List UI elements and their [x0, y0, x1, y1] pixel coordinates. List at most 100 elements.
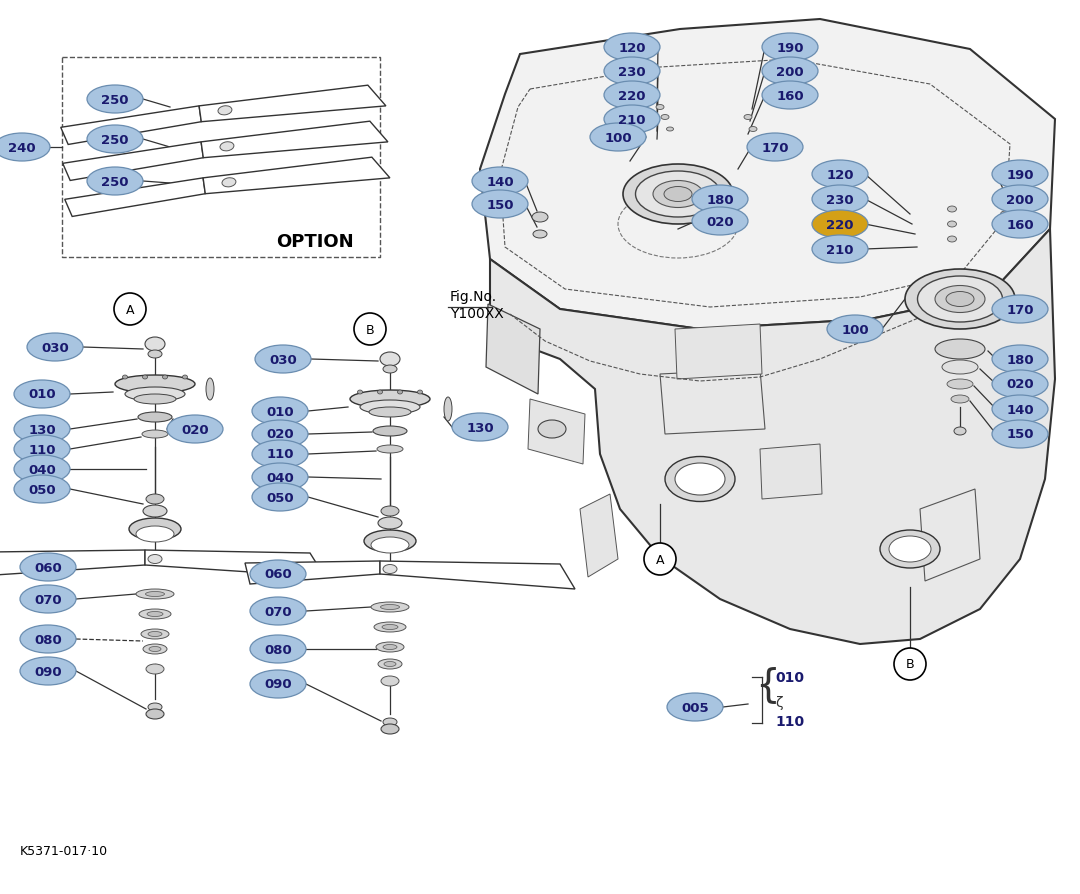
Ellipse shape — [947, 380, 973, 390]
Ellipse shape — [1000, 224, 1010, 231]
Ellipse shape — [252, 398, 308, 426]
Ellipse shape — [14, 381, 70, 409]
Ellipse shape — [249, 670, 306, 698]
Text: 040: 040 — [266, 471, 294, 484]
Polygon shape — [199, 86, 386, 122]
Polygon shape — [480, 20, 1055, 330]
Ellipse shape — [762, 82, 818, 110]
Ellipse shape — [381, 506, 399, 517]
Text: 030: 030 — [269, 353, 297, 366]
Text: 130: 130 — [467, 421, 494, 434]
Text: 230: 230 — [618, 65, 646, 79]
Text: 170: 170 — [761, 141, 788, 155]
Ellipse shape — [947, 222, 957, 228]
Text: 060: 060 — [265, 568, 292, 581]
Ellipse shape — [827, 316, 883, 343]
Ellipse shape — [947, 207, 957, 213]
Ellipse shape — [141, 431, 168, 439]
Text: 100: 100 — [604, 131, 632, 144]
Ellipse shape — [148, 704, 162, 712]
Polygon shape — [490, 230, 1055, 645]
Text: 110: 110 — [267, 448, 294, 461]
Ellipse shape — [750, 127, 757, 132]
Ellipse shape — [905, 270, 1015, 330]
Text: 240: 240 — [9, 141, 36, 155]
Ellipse shape — [812, 211, 868, 239]
Polygon shape — [380, 561, 575, 589]
Text: 110: 110 — [28, 443, 56, 456]
Polygon shape — [760, 444, 822, 500]
Text: 220: 220 — [826, 218, 854, 232]
Ellipse shape — [993, 395, 1048, 424]
Text: 180: 180 — [1007, 353, 1034, 366]
Ellipse shape — [378, 391, 382, 394]
Ellipse shape — [21, 553, 76, 581]
Ellipse shape — [360, 401, 420, 415]
Ellipse shape — [122, 375, 127, 380]
Ellipse shape — [380, 352, 400, 367]
Text: K5371-017·10: K5371-017·10 — [21, 845, 108, 857]
Text: 010: 010 — [775, 670, 804, 684]
Ellipse shape — [762, 58, 818, 86]
Ellipse shape — [372, 537, 409, 553]
Ellipse shape — [376, 642, 404, 653]
Polygon shape — [201, 122, 388, 158]
Ellipse shape — [397, 391, 403, 394]
Ellipse shape — [21, 625, 76, 654]
Ellipse shape — [255, 346, 311, 374]
Ellipse shape — [87, 126, 143, 154]
Text: 250: 250 — [102, 175, 129, 189]
Ellipse shape — [993, 161, 1048, 189]
Text: 060: 060 — [35, 561, 62, 574]
Ellipse shape — [14, 435, 70, 463]
Ellipse shape — [812, 186, 868, 214]
Ellipse shape — [692, 186, 748, 214]
Ellipse shape — [951, 395, 969, 403]
Ellipse shape — [146, 664, 164, 674]
Ellipse shape — [249, 597, 306, 625]
Ellipse shape — [220, 142, 234, 152]
Text: OPTION: OPTION — [276, 232, 354, 250]
Ellipse shape — [129, 519, 181, 540]
Ellipse shape — [145, 338, 165, 351]
Ellipse shape — [692, 207, 748, 236]
Ellipse shape — [918, 276, 1002, 323]
Ellipse shape — [993, 371, 1048, 399]
Ellipse shape — [762, 34, 818, 62]
Text: 030: 030 — [41, 342, 69, 354]
Ellipse shape — [252, 463, 308, 492]
Ellipse shape — [381, 724, 399, 734]
Polygon shape — [580, 494, 618, 578]
Ellipse shape — [378, 659, 402, 670]
Ellipse shape — [21, 586, 76, 613]
Ellipse shape — [136, 589, 174, 599]
Ellipse shape — [604, 34, 660, 62]
Ellipse shape — [146, 709, 164, 719]
Polygon shape — [660, 369, 765, 434]
Ellipse shape — [635, 172, 720, 218]
Ellipse shape — [206, 378, 214, 401]
Ellipse shape — [364, 530, 416, 552]
Ellipse shape — [889, 536, 931, 562]
Text: 200: 200 — [1007, 193, 1034, 207]
Text: 050: 050 — [266, 491, 294, 504]
Ellipse shape — [418, 391, 422, 394]
Ellipse shape — [148, 632, 162, 637]
Text: 250: 250 — [102, 133, 129, 147]
Polygon shape — [675, 325, 762, 380]
Polygon shape — [528, 400, 585, 465]
Text: 010: 010 — [266, 405, 294, 418]
Ellipse shape — [604, 82, 660, 110]
Ellipse shape — [138, 412, 172, 423]
Text: 140: 140 — [486, 175, 514, 189]
Text: 110: 110 — [775, 714, 805, 729]
Text: 220: 220 — [618, 89, 646, 103]
Ellipse shape — [472, 190, 528, 219]
Ellipse shape — [114, 375, 195, 393]
Polygon shape — [145, 551, 325, 578]
Text: 150: 150 — [486, 198, 514, 211]
Ellipse shape — [947, 237, 957, 243]
Ellipse shape — [472, 168, 528, 196]
Text: 250: 250 — [102, 93, 129, 106]
Ellipse shape — [993, 346, 1048, 374]
